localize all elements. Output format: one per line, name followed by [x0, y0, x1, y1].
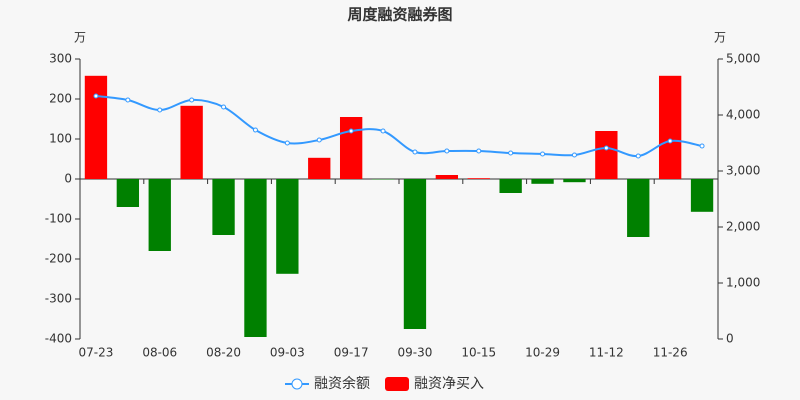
- line-point: [508, 150, 514, 156]
- y-tick-label: -400: [45, 332, 72, 346]
- line-point: [571, 152, 577, 158]
- bar: [435, 175, 459, 179]
- bar: [212, 179, 235, 235]
- y2-tick-label: 1,000: [726, 276, 760, 290]
- line-point: [348, 128, 354, 134]
- legend-swatch: [385, 377, 409, 391]
- x-tick-label: 08-06: [142, 346, 177, 360]
- line-point: [635, 153, 641, 159]
- line-point: [252, 127, 258, 133]
- line-point: [284, 140, 290, 146]
- y-tick-label: -300: [45, 292, 72, 306]
- line-point: [667, 138, 673, 144]
- chart-title: 周度融资融券图: [347, 6, 452, 24]
- line-point: [221, 104, 227, 110]
- legend-label[interactable]: 融资净买入: [414, 376, 484, 392]
- line-point: [603, 145, 609, 151]
- y-tick-label: 100: [49, 132, 72, 146]
- x-tick-label: 11-26: [653, 346, 688, 360]
- y-tick-label: -200: [45, 252, 72, 266]
- bar: [148, 179, 171, 251]
- bar: [658, 75, 682, 179]
- line-point: [476, 148, 482, 154]
- bar: [116, 179, 140, 207]
- line-point: [125, 97, 131, 103]
- legend-swatch: [291, 378, 303, 390]
- x-tick-label: 10-29: [525, 346, 560, 360]
- x-tick-label: 07-23: [79, 346, 114, 360]
- y-tick-label: 0: [64, 172, 72, 186]
- bar: [84, 75, 108, 179]
- y2-tick-label: 0: [726, 332, 734, 346]
- bar: [467, 178, 490, 179]
- x-tick-label: 10-15: [461, 346, 496, 360]
- line-point: [316, 137, 322, 143]
- bar: [276, 179, 299, 274]
- bar: [244, 179, 267, 337]
- line-point: [412, 149, 418, 155]
- x-tick-label: 09-17: [334, 346, 369, 360]
- y-unit: 万: [74, 31, 86, 45]
- line-point: [540, 151, 546, 157]
- bar: [403, 179, 427, 329]
- line-point: [699, 143, 705, 149]
- bar: [627, 179, 650, 237]
- bar: [563, 179, 586, 183]
- bar: [690, 179, 714, 212]
- y2-tick-label: 2,000: [726, 220, 760, 234]
- bar: [180, 105, 203, 179]
- x-tick-label: 09-03: [270, 346, 305, 360]
- x-tick-label: 11-12: [589, 346, 624, 360]
- line-point: [380, 128, 386, 134]
- y2-tick-label: 3,000: [726, 164, 760, 178]
- y-tick-label: -100: [45, 212, 72, 226]
- y2-tick-label: 5,000: [726, 52, 760, 66]
- line-point: [189, 97, 195, 103]
- x-tick-label: 09-30: [398, 346, 433, 360]
- bar: [531, 179, 554, 184]
- bar: [308, 157, 331, 179]
- y2-unit: 万: [714, 31, 726, 45]
- bar: [499, 179, 522, 193]
- line-point: [93, 93, 99, 99]
- y-tick-label: 300: [49, 52, 72, 66]
- x-tick-label: 08-20: [206, 346, 241, 360]
- y2-tick-label: 4,000: [726, 108, 760, 122]
- y-tick-label: 200: [49, 92, 72, 106]
- line-point: [157, 107, 163, 113]
- legend-label[interactable]: 融资余额: [314, 375, 370, 392]
- line-point: [444, 148, 450, 154]
- bar: [339, 117, 363, 179]
- line: [95, 94, 703, 157]
- bar: [595, 131, 618, 179]
